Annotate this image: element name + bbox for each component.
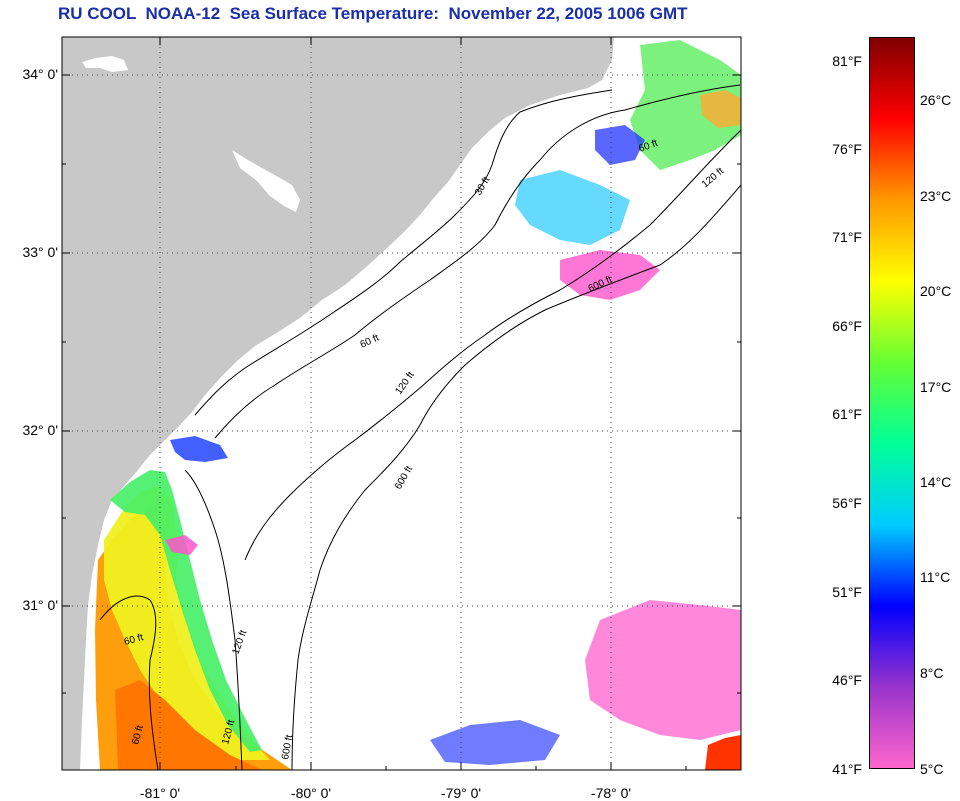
sst-blue-edge (170, 436, 228, 462)
sst-ne-green (630, 40, 741, 170)
contour-south-120 (184, 469, 243, 770)
contour-label: 60 ft (123, 632, 145, 648)
sst-ne-blue (595, 125, 645, 165)
sst-ne-cyan (515, 170, 630, 245)
sst-magenta-edge (165, 535, 198, 555)
contour-south-60 (99, 595, 159, 770)
colorbar-f-label: 46°F (832, 672, 862, 688)
colorbar-c-label: 17°C (920, 379, 952, 395)
lake (82, 56, 128, 72)
map-frame (61, 36, 742, 771)
lon-label: -81° 0' (139, 785, 181, 801)
sst-ne-magenta (560, 250, 660, 300)
colorbar-f-label: 61°F (832, 406, 862, 422)
contour-600ft (291, 184, 741, 770)
colorbar-c-label: 20°C (920, 283, 952, 299)
colorbar-f-label: 41°F (832, 761, 862, 777)
colorbar-f-label: 76°F (832, 141, 862, 157)
lat-label: 33° 0' (22, 244, 58, 260)
temperature-colorbar (869, 37, 915, 769)
colorbar-c-label: 14°C (920, 474, 952, 490)
colorbar-c-label: 5°C (920, 761, 944, 777)
lon-label: -79° 0' (440, 785, 482, 801)
colorbar-c-label: 23°C (920, 188, 952, 204)
lat-label: 31° 0' (22, 597, 58, 613)
colorbar-f-label: 56°F (832, 495, 862, 511)
lat-label: 32° 0' (22, 422, 58, 438)
colorbar-c-label: 11°C (920, 569, 951, 585)
contour-120ft (244, 129, 741, 561)
contour-30ft (194, 89, 613, 416)
sst-se-magenta (585, 600, 741, 740)
colorbar-f-label: 66°F (832, 318, 862, 334)
colorbar-f-label: 81°F (832, 53, 862, 69)
lon-label: -78° 0' (590, 785, 632, 801)
contour-label: 600 ft (280, 734, 295, 761)
contour-label: 60 ft (130, 724, 146, 746)
sst-red-patch (705, 735, 741, 770)
colorbar-c-label: 8°C (920, 665, 944, 681)
sst-green-band (110, 470, 262, 752)
colorbar-c-label: 26°C (920, 92, 952, 108)
sst-se-blue (430, 720, 560, 765)
sst-ne-orange (700, 90, 741, 128)
colorbar-f-label: 71°F (832, 229, 862, 245)
lat-label: 34° 0' (22, 66, 58, 82)
lake (232, 150, 300, 212)
sst-warm-core (115, 680, 262, 770)
lon-label: -80° 0' (290, 785, 332, 801)
land-area (62, 37, 614, 770)
colorbar-f-label: 51°F (832, 584, 862, 600)
map-title: RU COOL NOAA-12 Sea Surface Temperature:… (58, 4, 688, 23)
contour-60ft (214, 84, 741, 439)
